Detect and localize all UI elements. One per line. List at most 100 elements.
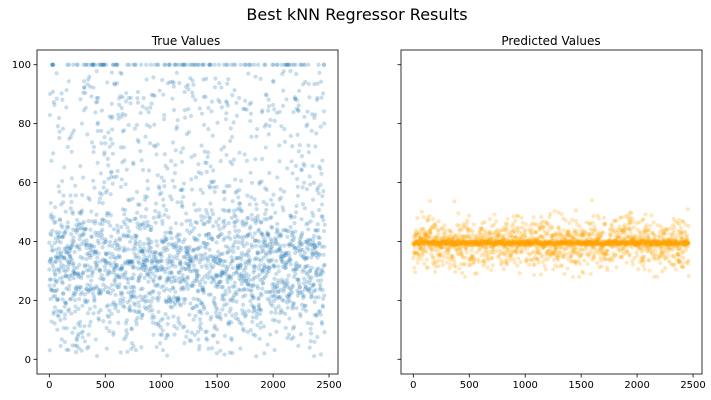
data-point <box>110 127 115 132</box>
data-point <box>164 299 169 304</box>
data-point <box>465 218 470 223</box>
data-point <box>467 213 472 218</box>
data-point <box>207 215 212 220</box>
data-point <box>236 195 241 200</box>
data-point <box>294 98 300 103</box>
data-point <box>292 221 297 226</box>
data-point <box>319 321 325 326</box>
data-point <box>562 271 567 277</box>
data-point <box>99 62 104 67</box>
data-point <box>212 279 217 284</box>
data-point <box>209 179 214 185</box>
data-point <box>279 62 284 67</box>
data-point <box>134 322 139 327</box>
data-point <box>49 244 55 249</box>
data-point <box>282 62 287 67</box>
data-point <box>452 199 457 204</box>
data-point <box>253 220 258 226</box>
data-point <box>216 62 222 67</box>
data-point <box>271 263 276 268</box>
data-point <box>240 307 245 313</box>
data-point <box>210 180 215 185</box>
data-point <box>141 267 147 273</box>
data-point <box>81 270 86 275</box>
data-point <box>50 89 56 94</box>
data-point <box>179 200 184 205</box>
data-point <box>187 312 192 317</box>
data-point <box>140 262 145 267</box>
data-point <box>550 225 555 231</box>
data-point <box>143 268 148 273</box>
data-point <box>320 214 325 219</box>
data-point <box>161 283 166 289</box>
data-point <box>236 272 242 277</box>
data-point <box>280 71 285 77</box>
data-point <box>108 137 113 142</box>
data-point <box>51 311 56 316</box>
data-point <box>309 265 314 270</box>
data-point <box>61 256 67 261</box>
data-point <box>244 278 249 283</box>
data-point <box>77 233 82 238</box>
data-point <box>193 238 198 243</box>
data-point <box>186 262 191 267</box>
data-point <box>57 135 62 141</box>
data-point <box>74 244 79 249</box>
data-point <box>237 201 243 206</box>
data-point <box>130 284 136 289</box>
data-point <box>58 252 64 257</box>
data-point <box>559 263 565 269</box>
data-point <box>206 231 211 237</box>
data-point <box>262 217 267 222</box>
data-point <box>93 337 98 342</box>
data-point <box>552 208 557 213</box>
data-point <box>226 77 231 82</box>
data-point <box>176 296 181 301</box>
data-point <box>266 104 272 109</box>
data-point <box>134 234 139 239</box>
data-point <box>198 301 204 306</box>
data-point <box>288 224 293 230</box>
data-point <box>185 251 191 256</box>
data-point <box>241 244 247 249</box>
data-point <box>113 256 118 261</box>
data-point <box>87 243 92 248</box>
data-point <box>150 265 156 270</box>
data-point <box>190 248 195 253</box>
data-point <box>112 81 117 86</box>
data-point <box>260 286 265 291</box>
data-point <box>181 278 186 283</box>
data-point <box>191 235 197 240</box>
data-point <box>220 207 226 212</box>
data-point <box>670 247 675 252</box>
data-point <box>203 329 208 334</box>
data-point <box>288 68 293 74</box>
data-point <box>215 284 220 290</box>
data-point <box>69 273 75 278</box>
data-point <box>312 299 317 305</box>
data-point <box>216 234 221 239</box>
data-point <box>73 286 78 291</box>
data-point <box>69 245 74 250</box>
data-point <box>246 233 251 238</box>
data-point <box>223 208 228 213</box>
data-point <box>106 163 111 168</box>
data-point <box>276 264 281 269</box>
data-point <box>96 62 101 67</box>
data-point <box>147 238 152 243</box>
data-point <box>123 182 128 187</box>
data-point <box>175 299 180 304</box>
data-point <box>84 251 90 257</box>
data-point <box>222 189 227 194</box>
data-point <box>253 218 258 223</box>
data-point <box>151 143 157 148</box>
data-point <box>184 218 189 223</box>
data-point <box>171 84 176 89</box>
data-point <box>221 303 227 308</box>
data-point <box>107 308 112 313</box>
data-point <box>320 158 325 163</box>
data-point <box>63 273 69 278</box>
data-point <box>158 258 163 263</box>
data-point <box>133 318 139 323</box>
data-point <box>132 62 137 67</box>
